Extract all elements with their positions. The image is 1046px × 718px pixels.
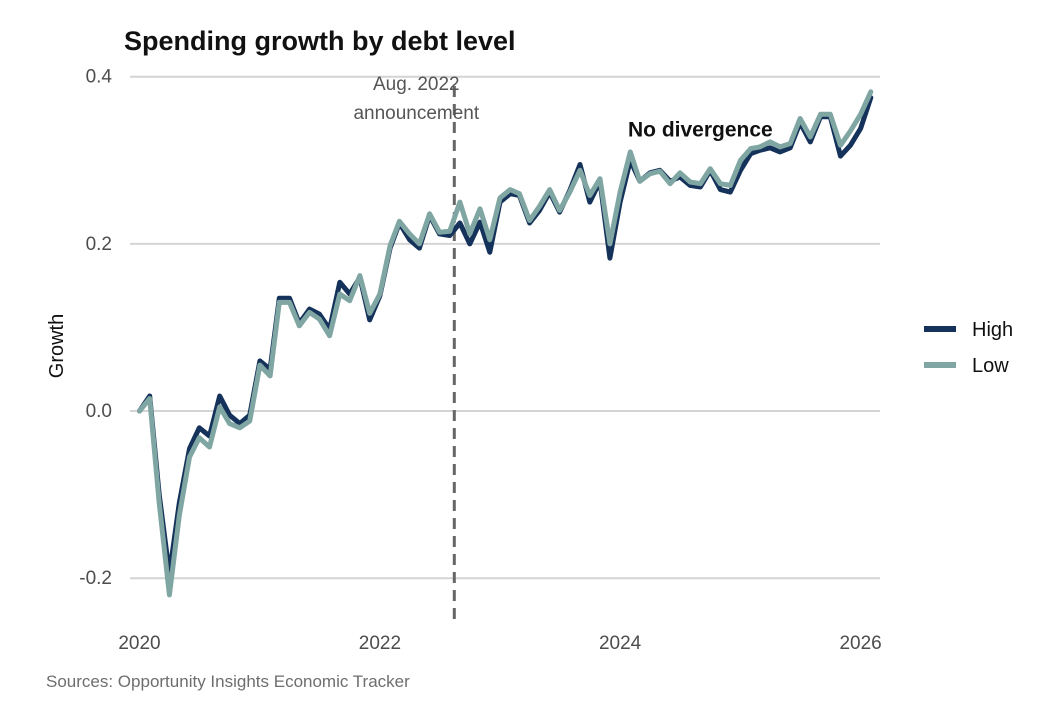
series-line-low <box>137 89 874 598</box>
y-tick-label: 0.4 <box>86 67 113 88</box>
y-axis-label: Growth <box>46 314 68 378</box>
source-note: Sources: Opportunity Insights Economic T… <box>46 672 410 691</box>
x-tick-label: 2020 <box>118 633 160 654</box>
series-line-high <box>137 95 874 577</box>
x-tick-label: 2026 <box>839 633 881 654</box>
y-tick-label: -0.2 <box>79 568 112 589</box>
divergence-annotation: No divergence <box>628 119 773 142</box>
announcement-label-line1: Aug. 2022 <box>373 74 460 95</box>
y-tick-label: 0.2 <box>86 234 112 255</box>
x-tick-label: 2022 <box>359 633 401 654</box>
y-tick-label: 0.0 <box>86 401 112 422</box>
x-tick-label: 2024 <box>599 633 642 654</box>
legend-label-low: Low <box>972 355 1009 377</box>
chart-title: Spending growth by debt level <box>124 26 516 56</box>
announcement-label-line2: announcement <box>353 103 479 124</box>
legend-label-high: High <box>972 319 1013 341</box>
